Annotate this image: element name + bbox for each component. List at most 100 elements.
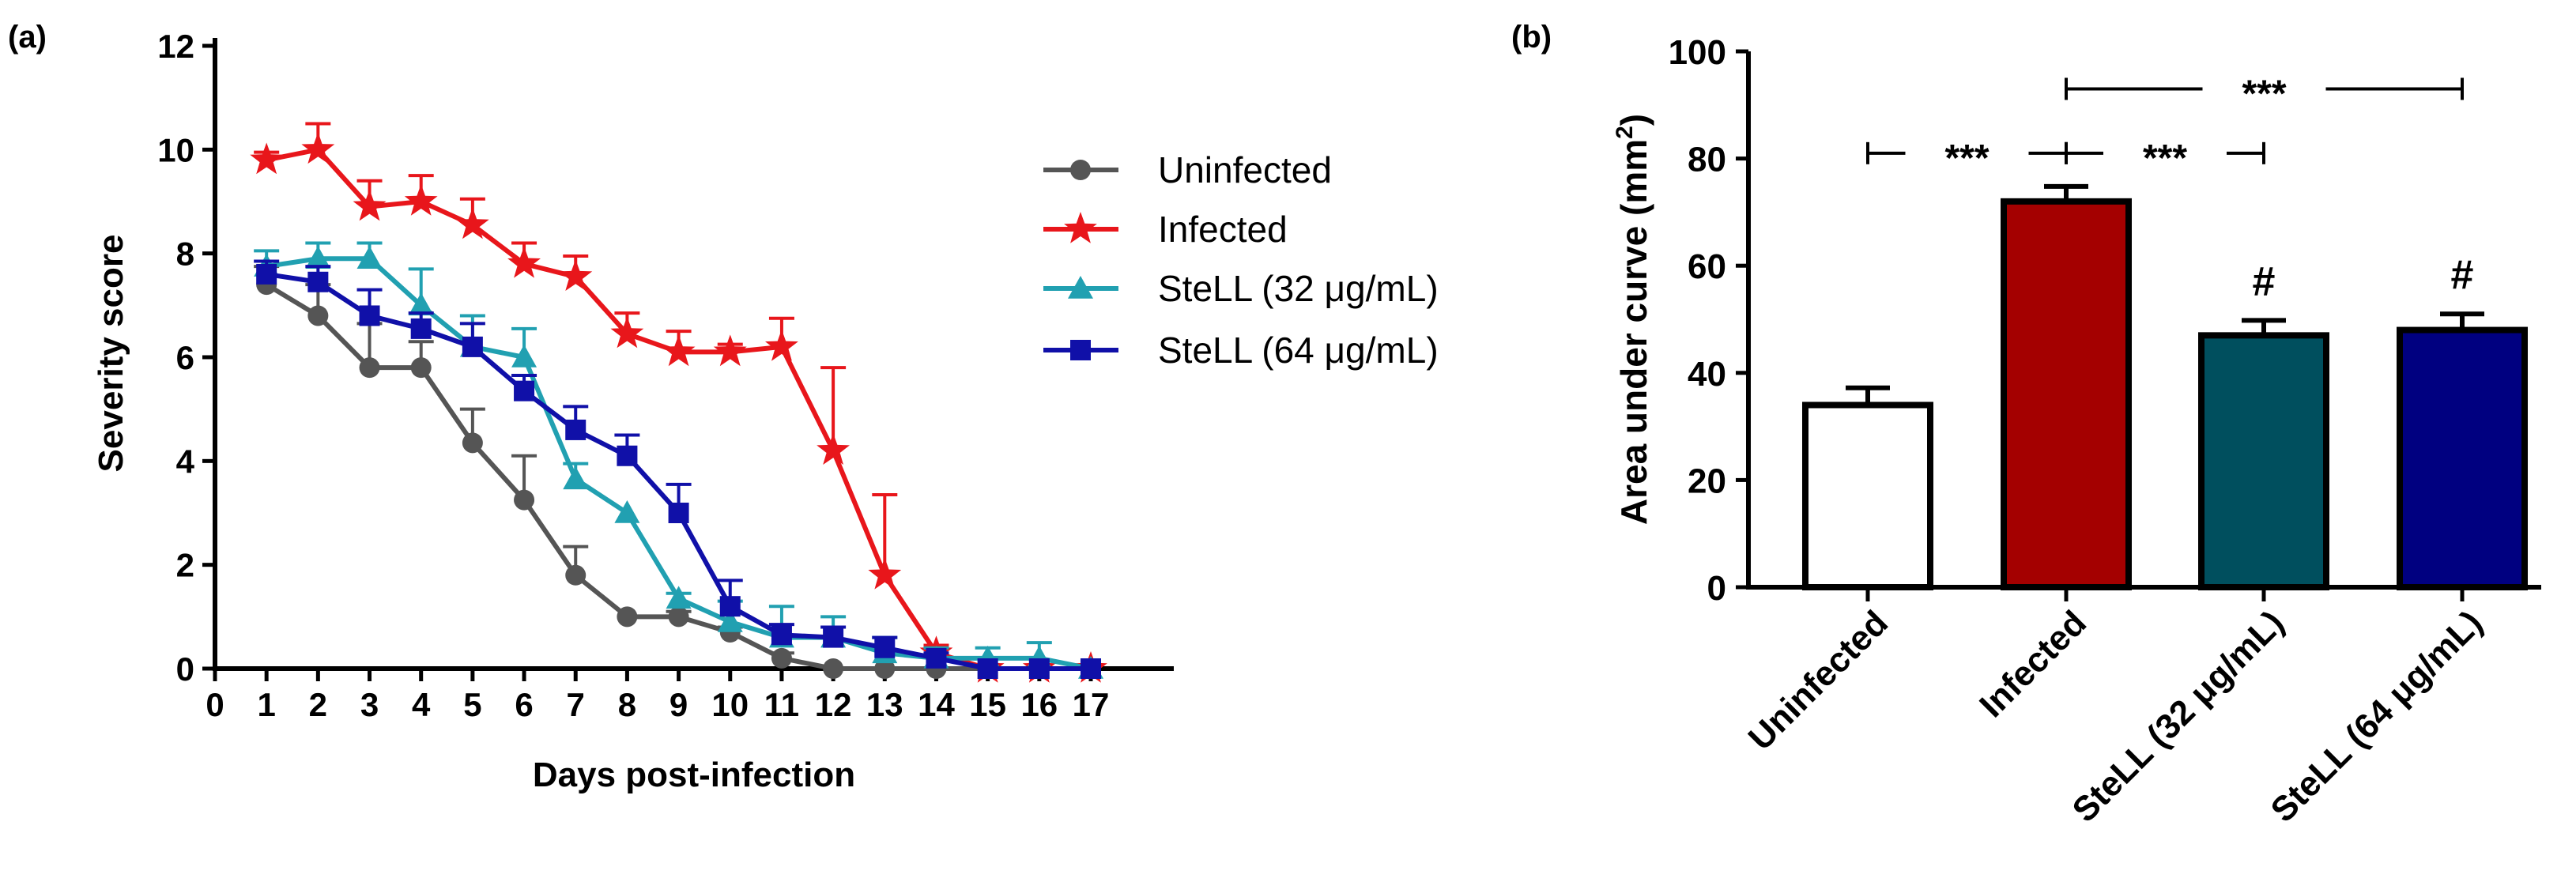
square-marker: [617, 445, 638, 466]
square-marker: [307, 271, 329, 292]
x-tick-label: 2: [309, 686, 327, 723]
square-marker: [514, 380, 535, 401]
y-axis-title: Area under curve (mm2): [1612, 114, 1654, 525]
star-marker: [713, 334, 747, 367]
square-marker: [823, 627, 844, 648]
comparison-bracket: ***: [2065, 73, 2464, 115]
square-marker: [719, 596, 741, 617]
circle-marker: [410, 357, 432, 379]
x-tick-label: 17: [1073, 686, 1110, 723]
series-uninfected: [254, 265, 1101, 679]
x-tick-label: 4: [412, 686, 431, 723]
x-tick-label: 12: [815, 686, 852, 723]
significance-hash: #: [2451, 252, 2474, 298]
y-axis-title: Severity score: [92, 235, 130, 473]
comparison-bracket: ***: [2065, 138, 2265, 179]
y-tick-label: 60: [1688, 247, 1726, 286]
circle-marker: [668, 606, 689, 628]
circle-marker: [1070, 160, 1091, 180]
legend-item: SteLL (32 μg/mL): [1043, 268, 1439, 309]
y-tick-label: 10: [157, 131, 194, 168]
panel-b-label: (b): [1511, 20, 1552, 55]
panel-a-label: (a): [8, 20, 47, 55]
x-tick-label: 0: [206, 686, 224, 723]
star-marker: [507, 246, 541, 278]
y-tick-label: 6: [176, 339, 194, 376]
square-marker: [1028, 658, 1050, 679]
legend-label: SteLL (64 μg/mL): [1158, 330, 1439, 371]
x-tick-label: Uninfected: [1741, 603, 1895, 757]
triangle-marker: [511, 345, 537, 368]
x-tick-label: 10: [711, 686, 749, 723]
significance-label: ***: [1944, 138, 1989, 179]
x-tick-label: 14: [918, 686, 955, 723]
x-tick-label: 11: [764, 686, 799, 723]
triangle-marker: [408, 292, 434, 316]
legend-item: Infected: [1043, 209, 1288, 250]
x-tick-label: 13: [866, 686, 903, 723]
x-tick-label: 7: [567, 686, 585, 723]
star-marker: [610, 316, 644, 349]
x-tick-label: SteLL (64 μg/mL): [2264, 603, 2490, 829]
square-marker: [359, 305, 380, 326]
x-tick-label: 6: [515, 686, 533, 723]
y-tick-label: 100: [1669, 33, 1726, 72]
circle-marker: [565, 564, 586, 586]
y-tick-label: 8: [176, 236, 194, 273]
x-axis-title: Days post-infection: [533, 756, 855, 794]
legend-label: SteLL (32 μg/mL): [1158, 268, 1439, 309]
legend-label: Infected: [1158, 209, 1288, 250]
square-marker: [565, 419, 586, 440]
y-tick-label: 0: [1707, 569, 1726, 608]
x-tick-label: 1: [257, 686, 275, 723]
legend: Uninfected Infected SteLL (32 μg/mL) SteLL …: [1043, 149, 1439, 371]
triangle-marker: [666, 586, 692, 609]
y-tick-label: 0: [176, 650, 194, 688]
square-marker: [874, 637, 896, 658]
star-marker: [301, 132, 335, 164]
star-marker: [817, 433, 850, 465]
series-stell-64-g-ml-: [254, 259, 1101, 679]
y-tick-label: 80: [1688, 141, 1726, 179]
significance-label: ***: [2143, 138, 2187, 179]
circle-marker: [617, 606, 638, 628]
square-marker: [1081, 658, 1101, 679]
square-marker: [410, 318, 432, 339]
triangle-marker: [1068, 276, 1093, 299]
bar: [2198, 332, 2329, 590]
x-tick-label: SteLL (32 μg/mL): [2065, 603, 2291, 829]
circle-marker: [307, 305, 329, 326]
x-tick-label: 9: [669, 686, 688, 723]
star-marker: [868, 557, 902, 590]
significance-hash: #: [2253, 258, 2276, 304]
circle-marker: [874, 658, 896, 679]
star-marker: [662, 334, 696, 367]
square-marker: [668, 503, 689, 523]
circle-marker: [359, 357, 380, 379]
square-marker: [977, 658, 998, 679]
comparison-bracket: ***: [1866, 138, 2068, 179]
bar: [1802, 401, 1933, 590]
significance-label: ***: [2242, 73, 2286, 115]
y-tick-label: 20: [1688, 462, 1726, 500]
triangle-marker: [614, 500, 640, 523]
square-marker: [256, 263, 277, 285]
square-marker: [926, 647, 947, 669]
triangle-marker: [305, 246, 331, 270]
legend-item: Uninfected: [1043, 149, 1332, 190]
y-tick-label: 12: [157, 28, 194, 65]
x-tick-label: 15: [969, 686, 1006, 723]
square-marker: [771, 624, 792, 646]
y-tick-label: 4: [176, 443, 195, 480]
triangle-marker: [563, 466, 589, 490]
x-tick-label: 3: [360, 686, 379, 723]
circle-marker: [514, 489, 535, 511]
circle-marker: [771, 647, 792, 669]
x-tick-label: 5: [463, 686, 481, 723]
x-tick-label: 8: [618, 686, 636, 723]
star-marker: [559, 259, 593, 291]
y-tick-label: 40: [1688, 355, 1726, 394]
legend-item: SteLL (64 μg/mL): [1043, 330, 1439, 371]
